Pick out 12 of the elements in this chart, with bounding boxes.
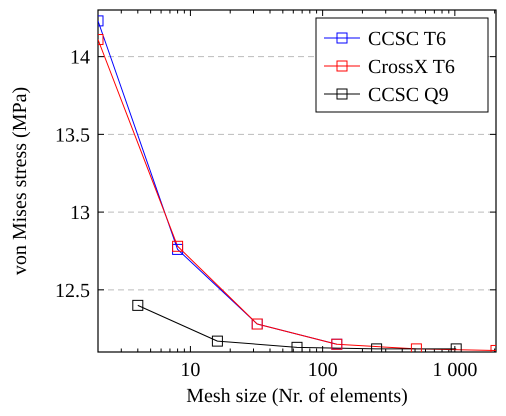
x-tick-label: 1 000 [432,359,478,381]
legend-label: CrossX T6 [368,56,455,78]
y-tick-label: 13.5 [55,124,90,146]
x-axis-title: Mesh size (Nr. of elements) [186,385,408,407]
y-tick-label: 13 [70,202,90,224]
y-tick-label: 12.5 [55,280,90,302]
legend-label: CCSC T6 [368,28,446,50]
y-tick-label: 14 [70,46,90,69]
x-tick-label: 10 [180,359,200,381]
x-tick-label: 100 [308,359,338,381]
legend-label: CCSC Q9 [368,84,449,106]
y-axis-title: von Mises stress (MPa) [9,86,31,276]
